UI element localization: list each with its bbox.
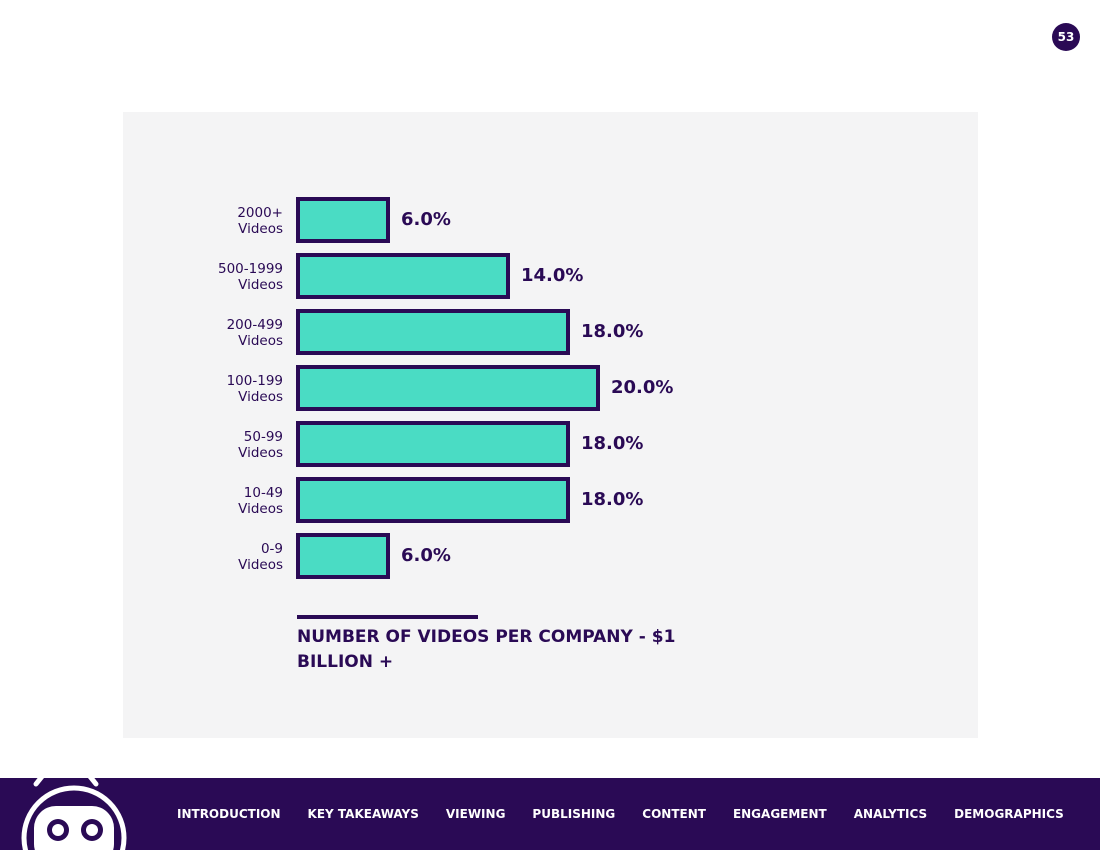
bar-5 — [296, 477, 570, 523]
value-label: 14.0% — [521, 265, 583, 286]
nav-item-viewing[interactable]: VIEWING — [445, 807, 506, 821]
bar-1 — [296, 253, 510, 299]
category-label: 500-1999 Videos — [218, 261, 283, 293]
bar-6 — [296, 533, 390, 579]
nav-item-analytics[interactable]: ANALYTICS — [853, 807, 928, 821]
category-label: 100-199 Videos — [227, 373, 283, 405]
nav-item-demographics[interactable]: DEMOGRAPHICS — [954, 807, 1064, 821]
category-label: 0-9 Videos — [238, 541, 283, 573]
category-label: 50-99 Videos — [238, 429, 283, 461]
value-label: 18.0% — [581, 321, 643, 342]
footer-nav-bar: INTRODUCTION KEY TAKEAWAYS VIEWING PUBLISHI… — [0, 778, 1100, 850]
chart-title: NUMBER OF VIDEOS PER COMPANY - $1 BILLIO… — [297, 627, 676, 672]
value-label: 20.0% — [611, 377, 673, 398]
page-number-badge: 53 — [1052, 23, 1080, 51]
category-label: 200-499 Videos — [227, 317, 283, 349]
bar-3 — [296, 365, 600, 411]
nav-item-engagement[interactable]: ENGAGEMENT — [732, 807, 827, 821]
mascot-logo-icon[interactable] — [14, 778, 134, 850]
nav-item-publishing[interactable]: PUBLISHING — [532, 807, 616, 821]
bar-chart: 2000+ Videos 6.0% 500-1999 Videos 14.0% 200-49… — [218, 197, 673, 619]
category-label: 10-49 Videos — [238, 485, 283, 517]
value-label: 18.0% — [581, 489, 643, 510]
value-label: 6.0% — [401, 209, 451, 230]
nav-item-content[interactable]: CONTENT — [642, 807, 706, 821]
category-label: 2000+ Videos — [237, 205, 283, 237]
footer-nav: INTRODUCTION KEY TAKEAWAYS VIEWING PUBLISHI… — [177, 807, 1091, 821]
bar-4 — [296, 421, 570, 467]
nav-item-introduction[interactable]: INTRODUCTION — [177, 807, 281, 821]
bar-2 — [296, 309, 570, 355]
value-label: 18.0% — [581, 433, 643, 454]
value-label: 6.0% — [401, 545, 451, 566]
bar-0 — [296, 197, 390, 243]
nav-item-key-takeaways[interactable]: KEY TAKEAWAYS — [307, 807, 419, 821]
